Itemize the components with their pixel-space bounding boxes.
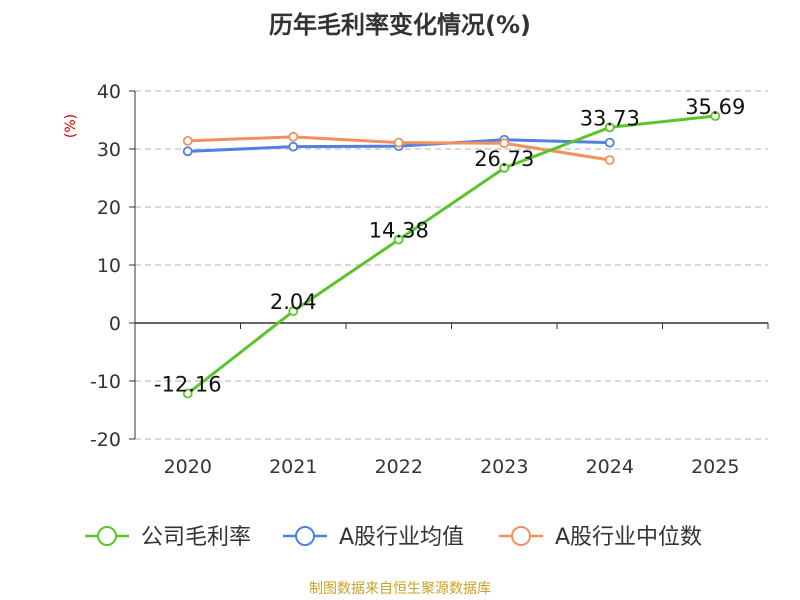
data-label: 14.38 — [369, 219, 429, 243]
data-label: 26.73 — [474, 147, 534, 171]
x-tick-label: 2023 — [480, 456, 528, 478]
x-tick-label: 2025 — [691, 456, 739, 478]
data-point — [182, 388, 193, 399]
data-label: 35.69 — [685, 95, 745, 119]
y-axis-label: (%) — [63, 114, 79, 138]
x-tick-label: 2021 — [269, 456, 317, 478]
y-tick-label: -20 — [90, 429, 121, 451]
legend-marker — [511, 526, 531, 546]
data-point — [393, 234, 404, 245]
legend-label: A股行业中位数 — [555, 525, 702, 550]
legend-marker — [295, 526, 315, 546]
x-tick-label: 2020 — [164, 456, 212, 478]
data-point — [182, 135, 193, 146]
data-point — [604, 137, 615, 148]
data-label-layer: -12.16 2.04 14.38 26.73 33.73 35.69 — [154, 95, 745, 397]
y-tick-label: 40 — [97, 81, 121, 103]
legend: 公司毛利率 A股行业均值 A股行业中位数 — [85, 525, 702, 550]
data-point — [604, 155, 615, 165]
data-label: 2.04 — [270, 290, 317, 314]
data-point — [499, 138, 510, 149]
data-point — [288, 141, 299, 152]
series-layer — [182, 111, 721, 399]
data-point — [288, 306, 299, 317]
data-point — [604, 122, 615, 133]
series-line — [186, 114, 716, 395]
y-tick-label: -10 — [90, 371, 121, 393]
data-point — [182, 146, 193, 157]
axis-layer: -20 -10 0 10 20 30 40 2020 2021 2022 2023 2024 2025 — [90, 81, 769, 478]
data-point — [393, 137, 404, 148]
data-label: -12.16 — [154, 373, 222, 397]
y-tick-label: 30 — [97, 139, 121, 161]
y-tick-label: 10 — [97, 255, 121, 277]
source-footer: 制图数据来自恒生聚源数据库 — [309, 581, 491, 597]
data-label: 33.73 — [580, 106, 640, 130]
legend-label: A股行业均值 — [339, 525, 464, 550]
legend-label: 公司毛利率 — [141, 525, 251, 550]
data-point — [710, 111, 721, 121]
chart-title: 历年毛利率变化情况(%) — [269, 11, 531, 39]
data-point — [288, 131, 299, 142]
x-tick-label: 2022 — [375, 456, 423, 478]
y-tick-label: 0 — [109, 313, 121, 335]
y-tick-label: 20 — [97, 197, 121, 219]
legend-marker — [97, 526, 117, 546]
x-tick-label: 2024 — [586, 456, 634, 478]
data-point — [499, 163, 510, 173]
